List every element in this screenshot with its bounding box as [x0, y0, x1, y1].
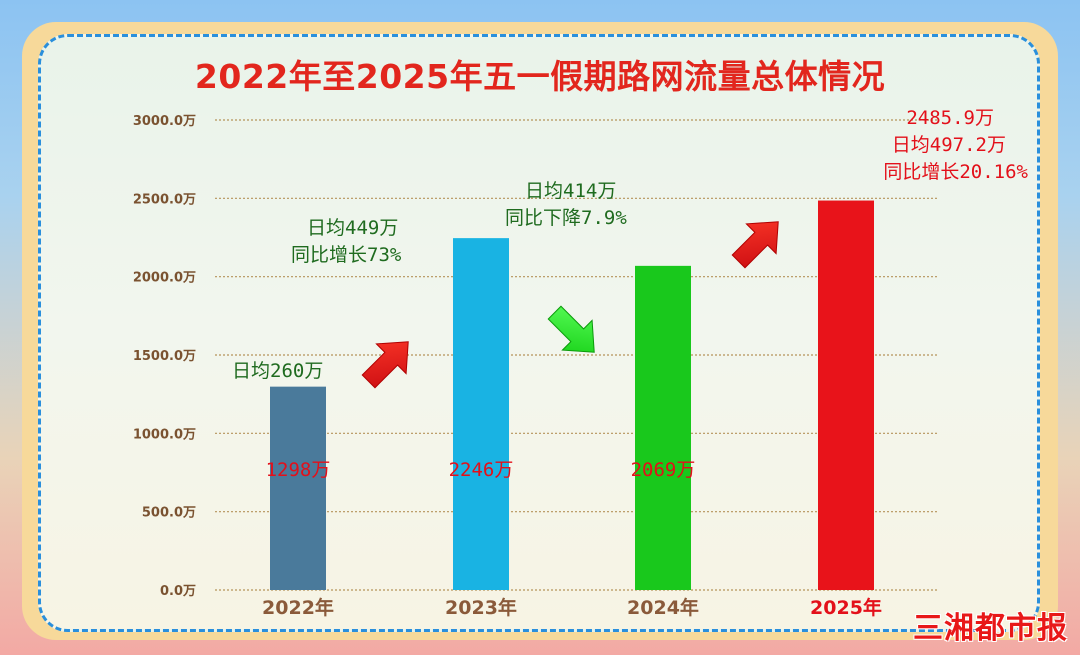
annotation-2024-line-1: 日均414万 — [525, 180, 617, 202]
x-tick-label: 2023年 — [445, 596, 517, 619]
y-tick-label: 500.0万 — [142, 506, 196, 521]
bar-value-label: 1298万 — [266, 459, 331, 481]
bar — [635, 265, 691, 590]
annotation-2023: 日均449万 同比增长73% — [291, 215, 401, 269]
bar-value-label: 2069万 — [631, 459, 696, 481]
annotation-2022: 日均260万 — [232, 358, 323, 385]
y-tick-label: 3000.0万 — [133, 114, 196, 129]
y-tick-label: 1000.0万 — [133, 427, 196, 442]
annotation-2022-line-1: 日均260万 — [232, 360, 324, 382]
chart-title: 2022年至2025年五一假期路网流量总体情况 — [194, 57, 886, 96]
annotation-2023-line-2: 同比增长73% — [291, 244, 402, 266]
up-arrow-icon — [731, 221, 779, 269]
newspaper-logo: 三湘都市报 — [913, 611, 1068, 646]
annotation-2025: 2485.9万 日均497.2万 同比增长20.16% — [846, 105, 1028, 186]
bar — [270, 386, 326, 590]
x-tick-label: 2025年 — [810, 596, 882, 619]
down-arrow-icon — [547, 305, 595, 353]
annotation-2025-line-3: 同比增长20.16% — [883, 161, 1028, 183]
y-tick-label: 0.0万 — [160, 584, 196, 599]
bar — [818, 200, 874, 590]
x-tick-label: 2024年 — [627, 596, 699, 619]
annotation-2024: 日均414万 同比下降7.9% — [505, 178, 627, 232]
y-tick-label: 2500.0万 — [133, 192, 196, 207]
bar-value-label: 2246万 — [449, 459, 514, 481]
annotation-2025-line-1: 2485.9万 — [906, 107, 994, 129]
bar — [453, 238, 509, 591]
annotation-2025-line-2: 日均497.2万 — [891, 134, 1006, 156]
annotation-2023-line-1: 日均449万 — [307, 217, 399, 239]
annotation-2024-line-2: 同比下降7.9% — [505, 207, 627, 229]
x-tick-label: 2022年 — [262, 596, 334, 619]
y-tick-label: 1500.0万 — [133, 349, 196, 364]
up-arrow-icon — [361, 341, 409, 389]
y-tick-label: 2000.0万 — [133, 271, 196, 286]
